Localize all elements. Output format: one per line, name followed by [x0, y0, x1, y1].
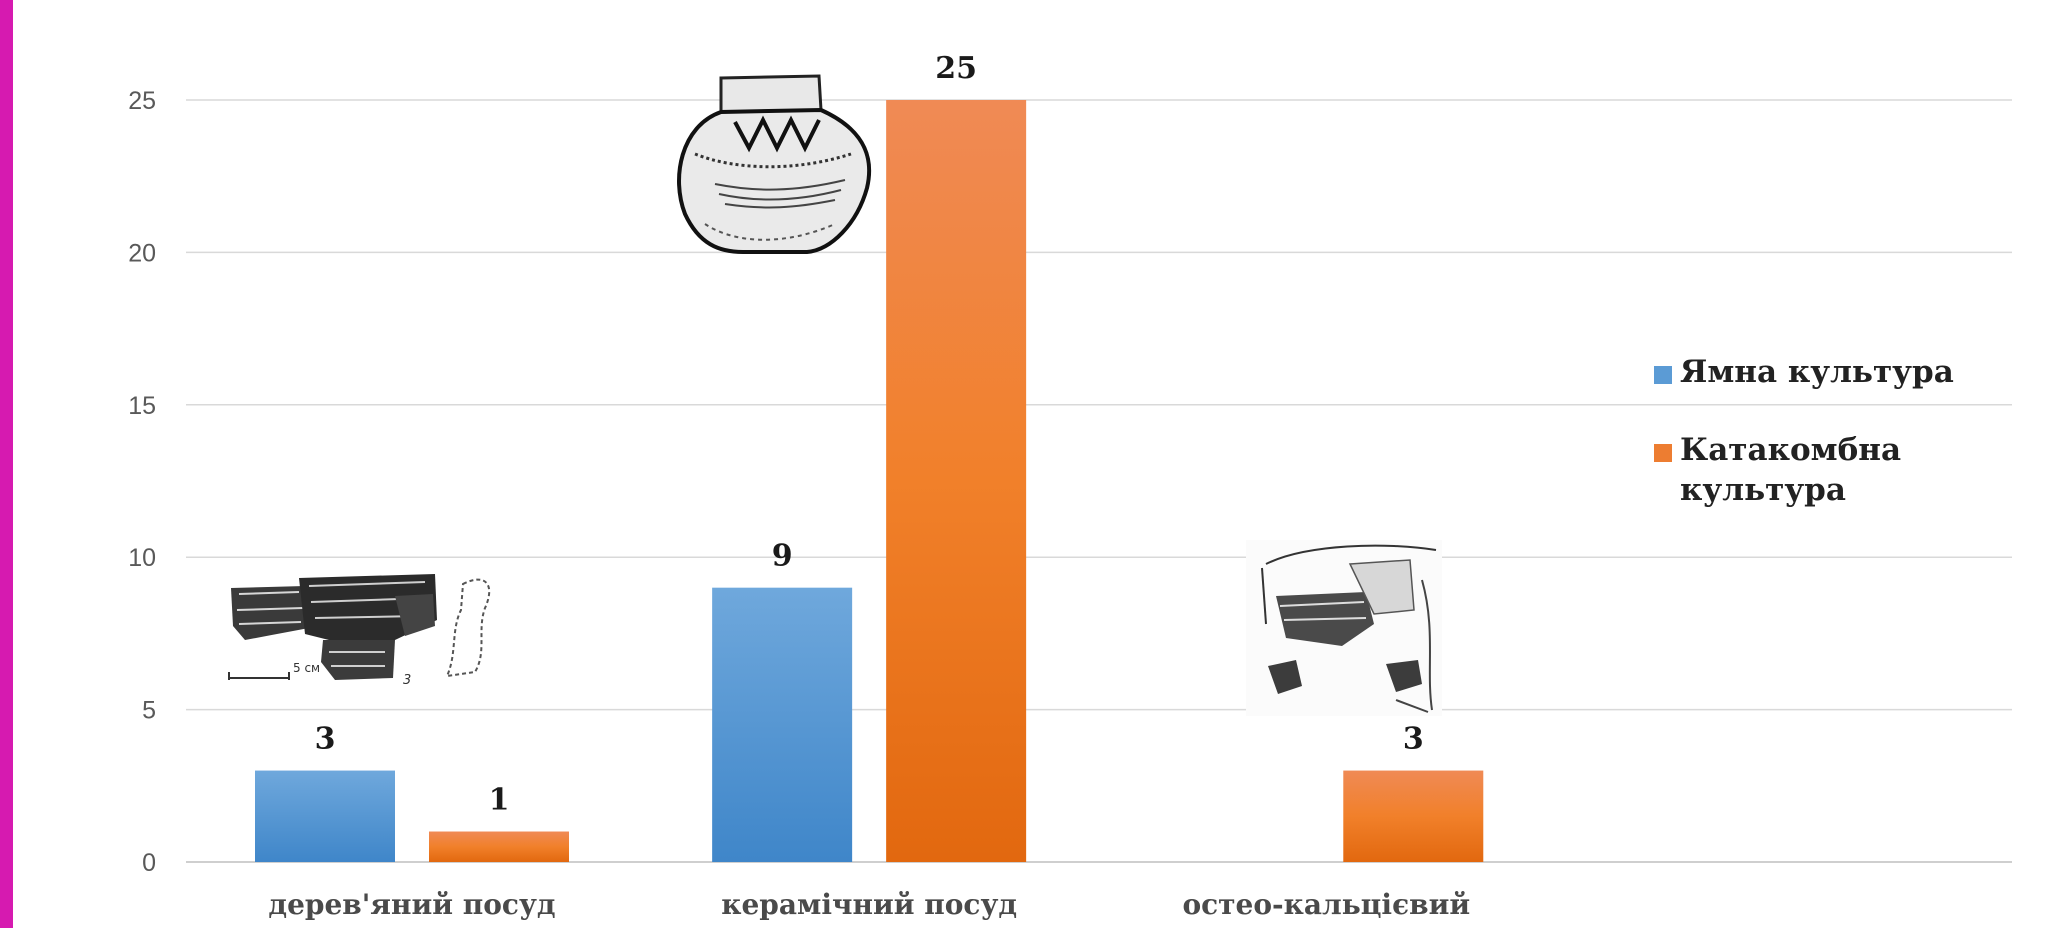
ceramic-pot-drawing	[677, 74, 872, 254]
legend-label-2: Катакомбна культура	[1680, 432, 1902, 508]
bar	[1343, 770, 1484, 862]
y-tick-label: 15	[128, 392, 156, 420]
data-labels: 3 1 9 25 3	[315, 51, 1424, 818]
legend-item-1: Ямна культура	[1654, 352, 1984, 392]
y-tick-label: 20	[128, 239, 156, 267]
legend-swatch-2	[1654, 444, 1672, 462]
left-accent-bar	[0, 0, 13, 928]
x-category-label: остео-кальцієвий	[1182, 888, 1470, 921]
y-tick-label: 5	[142, 697, 156, 725]
grid-lines	[186, 99, 2012, 863]
data-label: 25	[935, 51, 977, 86]
y-tick-label: 25	[128, 87, 156, 115]
legend: Ямна культура Катакомбна культура	[1654, 352, 1984, 548]
bars	[255, 100, 1484, 862]
y-tick-label: 0	[142, 849, 156, 877]
legend-swatch-1	[1654, 366, 1672, 384]
svg-text:3: 3	[403, 673, 411, 688]
x-category-label: керамічний посуд	[721, 888, 1017, 921]
x-axis-categories: дерев'яний посуд керамічний посуд остео-ка…	[268, 888, 1470, 921]
legend-label-1: Ямна культура	[1680, 354, 1954, 390]
bone-vessel-fragments-drawing	[1246, 540, 1442, 716]
y-tick-label: 10	[128, 544, 156, 572]
bar	[886, 100, 1027, 862]
data-label: 1	[489, 783, 510, 818]
wooden-vessel-fragments-drawing: 5 см 3	[228, 574, 491, 688]
data-label: 3	[315, 722, 336, 757]
legend-item-2: Катакомбна культура	[1654, 430, 1984, 510]
x-category-label: дерев'яний посуд	[268, 888, 555, 921]
bar	[255, 770, 395, 862]
data-label: 9	[772, 539, 793, 574]
bar	[712, 587, 853, 862]
data-label: 3	[1403, 722, 1424, 757]
y-axis-ticks: 0 5 10 15 20 25	[128, 87, 156, 877]
bar	[429, 831, 569, 862]
scale-caption: 5 см	[293, 661, 320, 675]
